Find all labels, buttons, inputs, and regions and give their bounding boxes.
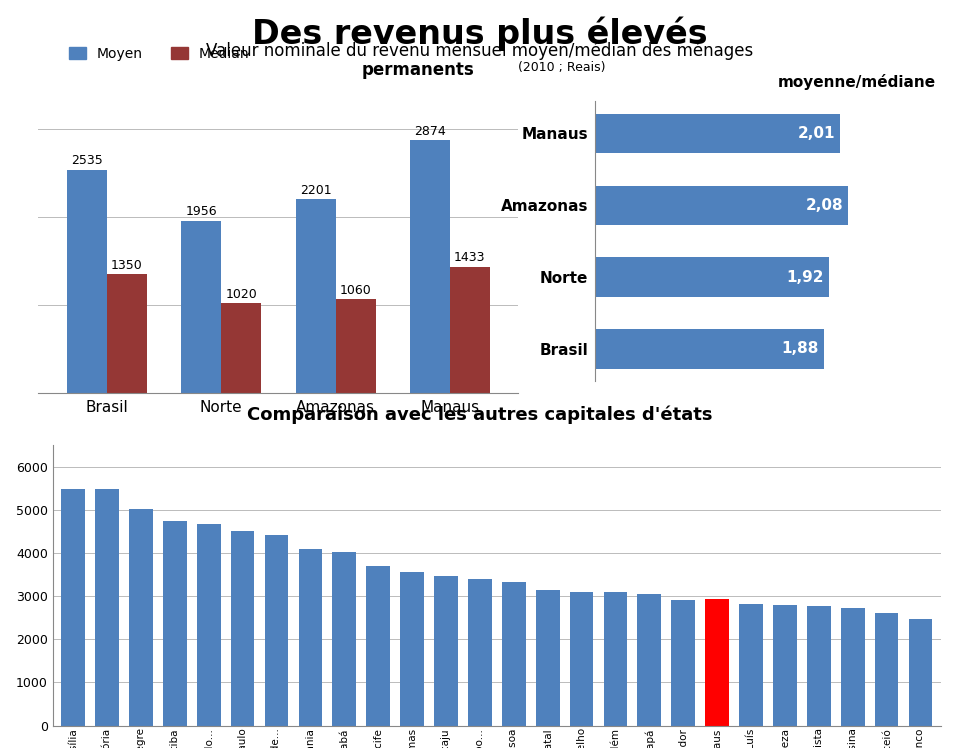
Bar	[332, 552, 356, 726]
Bar	[450, 266, 490, 393]
Legend: Moyen, Médian: Moyen, Médian	[69, 46, 250, 61]
Text: 1020: 1020	[226, 288, 257, 301]
Bar	[773, 605, 797, 726]
Text: 2,08: 2,08	[805, 197, 844, 213]
Bar	[502, 582, 526, 726]
Bar	[875, 613, 899, 726]
Text: 2535: 2535	[71, 154, 103, 168]
Text: 2874: 2874	[414, 125, 445, 138]
Bar	[299, 548, 323, 726]
Bar	[296, 199, 336, 393]
Text: Valeur nominale du revenu mensuel moyen/médian des ménages: Valeur nominale du revenu mensuel moyen/…	[206, 41, 754, 60]
Text: permanents: permanents	[361, 61, 474, 79]
Text: Des revenus plus élevés: Des revenus plus élevés	[252, 16, 708, 51]
Bar	[739, 604, 763, 726]
Bar	[67, 170, 107, 393]
Bar	[197, 524, 221, 726]
Bar	[671, 600, 695, 726]
Bar	[706, 598, 729, 726]
Bar	[468, 579, 492, 726]
Bar	[367, 566, 390, 726]
Bar	[163, 521, 186, 726]
Bar	[410, 140, 450, 393]
Text: 1060: 1060	[340, 284, 372, 297]
Bar	[434, 576, 458, 726]
Text: 1,92: 1,92	[786, 269, 824, 285]
Text: 1433: 1433	[454, 251, 486, 264]
Bar	[129, 509, 153, 726]
Text: 1,88: 1,88	[781, 342, 819, 357]
Text: 1350: 1350	[111, 259, 143, 272]
Bar	[604, 592, 627, 726]
Text: 2,01: 2,01	[798, 126, 835, 141]
Bar	[336, 299, 375, 393]
Bar	[265, 535, 288, 726]
Bar	[95, 489, 119, 726]
Bar	[908, 619, 932, 726]
Bar	[181, 221, 221, 393]
Bar	[536, 590, 560, 726]
Bar	[595, 329, 824, 369]
Text: Comparaison avec les autres capitales d'états: Comparaison avec les autres capitales d'…	[248, 405, 712, 424]
Text: 1956: 1956	[185, 206, 217, 218]
Text: 2201: 2201	[300, 184, 331, 197]
Bar	[61, 489, 85, 726]
Bar	[230, 531, 254, 726]
Bar	[107, 274, 147, 393]
Bar	[595, 186, 849, 225]
Bar	[569, 592, 593, 726]
Bar	[841, 607, 865, 726]
Bar	[807, 606, 830, 726]
Bar	[595, 114, 840, 153]
Bar	[400, 572, 424, 726]
Bar	[637, 593, 661, 726]
Bar	[595, 257, 828, 297]
Text: (2010 ; Reais): (2010 ; Reais)	[514, 61, 605, 74]
Text: moyenne/médiane: moyenne/médiane	[778, 74, 936, 90]
Bar	[221, 303, 261, 393]
